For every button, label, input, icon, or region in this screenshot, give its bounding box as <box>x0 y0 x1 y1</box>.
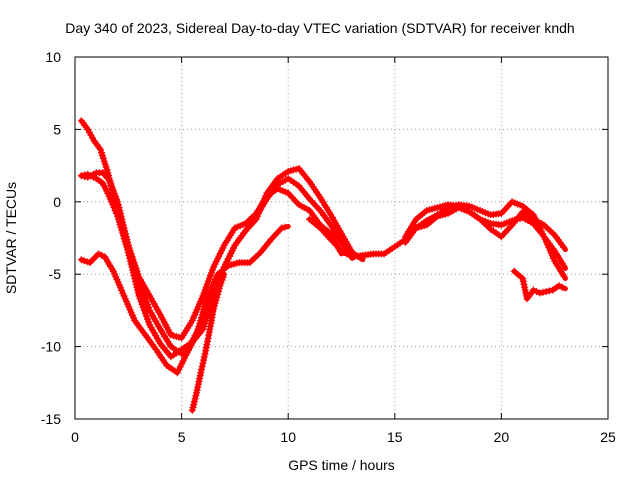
data-point <box>558 283 566 291</box>
ticks: 0 5 10 15 20 25 -15 -10 -5 0 5 10 <box>41 49 616 445</box>
data-point <box>560 243 568 251</box>
data-point <box>545 287 553 295</box>
data-point <box>200 353 208 361</box>
series-track-4 <box>77 223 291 377</box>
x-tick-label: 5 <box>178 429 186 445</box>
y-tick-label: -5 <box>49 266 62 282</box>
data-point <box>560 262 568 270</box>
data-point <box>278 224 286 232</box>
x-tick-label: 20 <box>494 429 510 445</box>
data-point <box>281 223 289 231</box>
y-tick-label: 10 <box>45 49 61 65</box>
x-tick-label: 0 <box>71 429 79 445</box>
data-point <box>198 362 206 370</box>
y-tick-label: 5 <box>53 121 61 137</box>
data-point <box>560 272 568 280</box>
data-point <box>533 288 541 296</box>
x-tick-label: 25 <box>600 429 616 445</box>
y-axis-label: SDTVAR / TECUs <box>3 181 19 295</box>
series-track-5 <box>188 271 227 414</box>
series-track-8 <box>402 198 568 281</box>
data-point <box>77 172 85 180</box>
x-tick-label: 10 <box>280 429 296 445</box>
data-traces <box>77 117 568 414</box>
data-point <box>555 282 563 290</box>
data-point <box>539 288 547 296</box>
data-point <box>542 288 550 296</box>
data-point <box>95 250 102 258</box>
data-point <box>536 289 544 297</box>
data-point <box>219 273 227 281</box>
data-point <box>198 366 205 373</box>
axes <box>74 56 609 420</box>
plot-frame <box>74 56 609 420</box>
x-tick-label: 15 <box>387 429 403 445</box>
series-track-3 <box>77 165 366 361</box>
data-point <box>197 369 205 377</box>
y-tick-label: -10 <box>41 339 61 355</box>
chart-title: Day 340 of 2023, Sidereal Day-to-day VTE… <box>65 20 575 36</box>
x-axis-label: GPS time / hours <box>288 457 395 473</box>
y-tick-label: -15 <box>41 411 61 427</box>
data-point <box>199 359 207 367</box>
series-track-9 <box>510 267 568 303</box>
data-point <box>529 286 537 294</box>
data-point <box>200 356 208 364</box>
data-point <box>98 251 106 259</box>
data-point <box>81 171 89 179</box>
y-tick-label: 0 <box>53 194 61 210</box>
